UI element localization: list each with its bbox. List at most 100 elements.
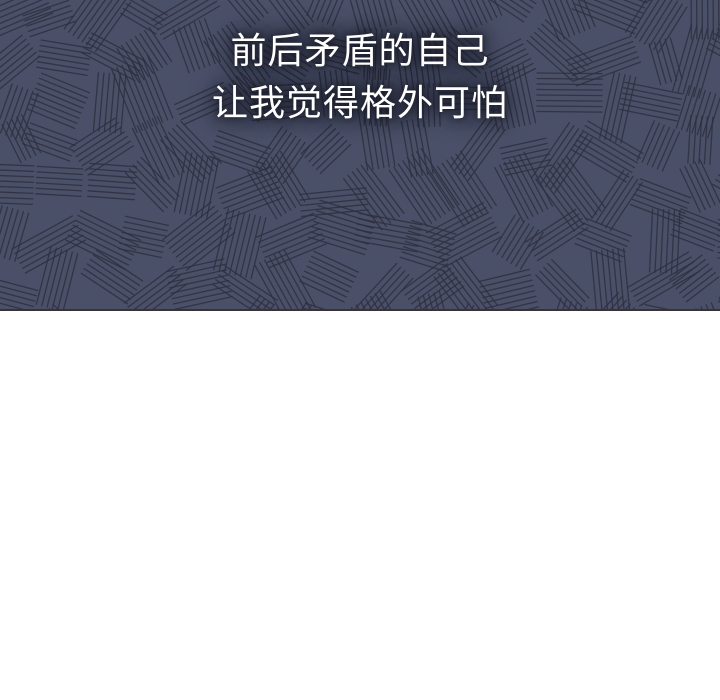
hatch-patch — [672, 23, 719, 99]
hatch-patch — [627, 251, 701, 307]
hatch-patch — [249, 82, 318, 122]
hatch-patch — [536, 72, 603, 113]
hatch-patch — [354, 262, 414, 309]
hatch-patch — [248, 294, 279, 309]
hatch-patch — [417, 290, 445, 309]
hatch-patch — [306, 0, 344, 27]
hatch-patch — [300, 123, 352, 175]
hatch-patch — [0, 279, 39, 309]
hatch-patch — [524, 208, 589, 262]
hatch-patch — [556, 297, 588, 309]
hatch-patch — [22, 122, 78, 162]
hatch-patch — [0, 0, 54, 37]
hatch-patch — [131, 115, 185, 185]
caption-line-1: 前后矛盾的自己 — [230, 31, 490, 72]
hatch-patch — [69, 117, 134, 176]
hatch-patch — [173, 151, 220, 220]
hatch-patch — [174, 81, 234, 126]
hatch-patch — [302, 302, 326, 309]
hatch-patch — [648, 208, 681, 274]
hatch-patch — [165, 258, 233, 309]
hatch-patch — [256, 34, 315, 86]
hatch-patch — [618, 81, 683, 122]
hatch-patch — [349, 0, 398, 34]
hatch-patch — [598, 71, 637, 144]
hatch-patch — [602, 292, 636, 309]
hatch-patch — [172, 18, 221, 74]
hatch-patch — [353, 212, 423, 253]
hatch-patch — [111, 54, 174, 134]
hatch-patch — [489, 0, 537, 23]
hatch-patch — [566, 35, 642, 87]
hatch-patch — [591, 169, 643, 232]
hatch-patch — [363, 28, 389, 81]
caption-line-2: 让我觉得格外可怕 — [211, 83, 508, 124]
hatch-patch — [268, 0, 314, 36]
hatch-patch — [212, 265, 278, 309]
hatch-patch — [254, 248, 317, 309]
hatch-patch — [118, 215, 169, 259]
hatch-patch — [215, 165, 285, 220]
hatch-patch — [484, 63, 537, 132]
hatch-patch — [679, 158, 720, 213]
hatch-patch — [571, 0, 648, 35]
hatch-patch — [695, 302, 715, 309]
hatch-patch — [668, 254, 720, 303]
hatch-patch — [675, 85, 720, 139]
hatch-patch — [706, 23, 720, 57]
hatch-patch — [203, 21, 271, 97]
comic-panel: 前后矛盾的自己 让我觉得格外可怕 — [0, 0, 720, 311]
hatch-patch — [0, 34, 41, 90]
hatch-patch — [209, 130, 272, 176]
hatch-patch — [388, 147, 460, 227]
hatch-patch — [1, 114, 42, 164]
hatch-patch — [80, 249, 144, 305]
hatch-patch — [342, 161, 405, 231]
hatch-patch — [687, 115, 714, 165]
hatched-texture-background — [0, 0, 720, 309]
hatch-patch — [151, 0, 221, 40]
hatch-patch — [92, 71, 127, 134]
hatch-patch — [86, 162, 138, 201]
hatch-patch — [227, 0, 269, 28]
hatch-patch — [648, 37, 683, 86]
hatch-patch — [670, 208, 720, 252]
hatch-patch — [314, 34, 367, 75]
hatch-patch — [541, 0, 596, 42]
hatch-patch — [124, 156, 180, 213]
hatch-patch — [35, 165, 84, 198]
hatch-patch — [162, 201, 236, 271]
hatch-patch — [224, 71, 275, 123]
hatch-patch — [63, 0, 132, 52]
hatch-patch — [299, 250, 359, 303]
hatch-patch — [644, 303, 669, 309]
hatch-patch — [26, 72, 91, 130]
hatch-patch — [0, 205, 30, 262]
hatch-patch — [65, 209, 142, 271]
hatch-patch — [531, 122, 593, 194]
hatch-patch — [357, 104, 396, 171]
hatch-patch — [494, 151, 554, 223]
hatch-patch — [0, 163, 35, 206]
hatch-patch — [436, 26, 492, 78]
blank-area — [0, 311, 720, 700]
hatch-patch — [318, 68, 353, 118]
hatch-patch — [398, 0, 458, 52]
hatch-patch — [35, 246, 79, 309]
hatch-patch — [120, 0, 168, 35]
hatch-patch — [636, 120, 681, 172]
hatch-patch — [399, 219, 457, 272]
hatch-patch — [478, 268, 540, 309]
hatch-patch — [574, 217, 632, 263]
hatch-patch — [535, 259, 590, 309]
hatch-patch — [535, 155, 606, 232]
hatch-patch — [570, 120, 644, 183]
hatch-patch — [213, 208, 267, 280]
hatch-patch — [464, 302, 480, 309]
hatch-patch — [247, 150, 311, 220]
hatch-patch — [451, 0, 503, 33]
hatch-patch — [350, 290, 392, 309]
hatch-patch — [394, 29, 442, 92]
hatch-patch — [625, 0, 688, 54]
